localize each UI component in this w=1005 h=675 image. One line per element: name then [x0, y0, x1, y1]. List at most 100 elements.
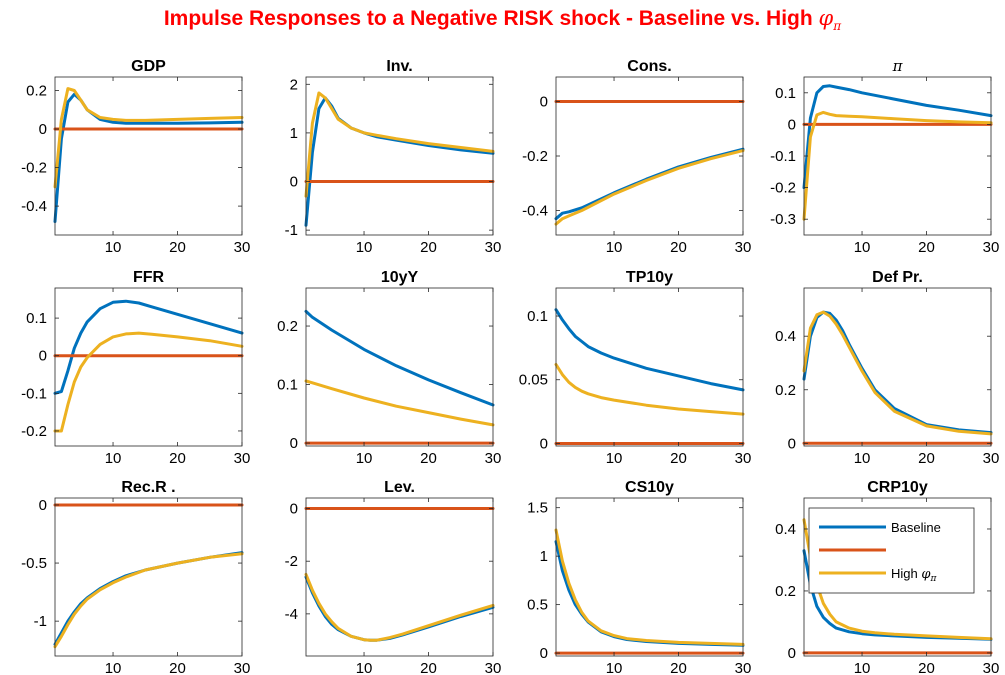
plot-area — [55, 288, 242, 446]
x-tick-label: 30 — [735, 450, 752, 467]
panel-title: 10yY — [381, 269, 419, 286]
figure-title-text: Impulse Responses to a Negative RISK sho… — [163, 7, 813, 30]
high-phi-line — [554, 149, 745, 226]
x-tick-label: 10 — [356, 239, 373, 256]
high-phi-line — [304, 379, 495, 427]
y-tick-label: 0.2 — [277, 318, 298, 335]
y-tick-label: 0.4 — [775, 328, 796, 345]
y-tick-label: 0 — [39, 121, 47, 138]
y-tick-label: 0 — [290, 435, 298, 452]
plot-area — [556, 498, 743, 656]
panel-crp10y: CRP10y 10 20 30 0 0.2 0.4 Baseline High φπ — [775, 479, 999, 675]
x-tick-label: 30 — [234, 660, 251, 675]
phi-symbol: φ — [818, 6, 834, 30]
high-phi-line — [802, 110, 993, 221]
x-tick-label: 20 — [420, 660, 437, 675]
panel-ffr: FFR 10 20 30 -0.2 -0.1 0 0.1 — [21, 269, 250, 467]
plot-area — [804, 288, 991, 446]
y-tick-label: 2 — [290, 76, 298, 93]
y-tick-label: -0.2 — [770, 180, 796, 197]
axes-box — [555, 497, 744, 657]
panel-pi: π 10 20 30 -0.3 -0.2 -0.1 0 0.1 — [770, 57, 999, 256]
panel-title: FFR — [133, 269, 165, 286]
y-tick-label: 0.5 — [527, 597, 548, 614]
y-tick-label: 0.2 — [775, 583, 796, 600]
y-tick-label: -0.4 — [522, 202, 548, 219]
baseline-line — [304, 309, 495, 407]
x-tick-label: 10 — [356, 660, 373, 675]
x-tick-label: 20 — [918, 239, 935, 256]
x-tick-label: 30 — [234, 239, 251, 256]
x-tick-label: 20 — [918, 450, 935, 467]
y-tick-label: -0.4 — [21, 198, 47, 215]
x-tick-label: 10 — [356, 450, 373, 467]
y-tick-label: -0.1 — [21, 385, 47, 402]
x-tick-label: 30 — [735, 239, 752, 256]
panel-def-pr: Def Pr. 10 20 30 0 0.2 0.4 — [775, 269, 999, 467]
high-phi-line — [53, 331, 244, 433]
y-tick-label: 0 — [540, 645, 548, 662]
x-tick-label: 20 — [169, 450, 186, 467]
x-tick-label: 30 — [485, 660, 502, 675]
high-phi-line — [53, 552, 244, 649]
plot-area — [306, 498, 493, 656]
legend-label: Baseline — [891, 520, 941, 535]
panel-title: Cons. — [627, 58, 671, 75]
legend-label: High φπ — [891, 566, 937, 584]
y-tick-label: 0 — [788, 116, 796, 133]
x-tick-label: 20 — [169, 660, 186, 675]
panel-title: Def Pr. — [872, 269, 923, 286]
panel-tp10y: TP10y 10 20 30 0 0.05 0.1 — [519, 269, 752, 467]
high-phi-line — [304, 91, 495, 198]
panel-inv: Inv. 10 20 30 -1 0 1 2 — [285, 58, 502, 256]
axes-box — [555, 287, 744, 447]
y-tick-label: 0.1 — [277, 377, 298, 394]
y-tick-label: 0 — [39, 348, 47, 365]
baseline-line — [554, 308, 745, 392]
y-tick-label: -0.3 — [770, 211, 796, 228]
x-tick-label: 20 — [420, 450, 437, 467]
x-tick-label: 20 — [169, 239, 186, 256]
panel-title: Lev. — [384, 479, 415, 496]
plot-area — [804, 77, 991, 235]
legend: Baseline High φπ — [808, 507, 975, 594]
x-tick-label: 20 — [670, 239, 687, 256]
x-tick-label: 10 — [854, 239, 871, 256]
y-tick-label: 1 — [540, 548, 548, 565]
y-tick-label: -0.2 — [522, 148, 548, 165]
x-tick-label: 30 — [485, 450, 502, 467]
y-tick-label: 0 — [540, 435, 548, 452]
baseline-line — [53, 299, 244, 395]
y-tick-label: -0.1 — [770, 148, 796, 165]
high-phi-line — [53, 87, 244, 189]
x-tick-label: 20 — [670, 450, 687, 467]
y-tick-label: 1.5 — [527, 500, 548, 517]
high-phi-line — [554, 363, 745, 416]
high-phi-line — [554, 528, 745, 646]
panel-title: CS10y — [625, 479, 674, 496]
panel-title: Inv. — [386, 58, 412, 75]
x-tick-label: 30 — [983, 450, 1000, 467]
y-tick-label: 0.1 — [775, 85, 796, 102]
y-tick-label: 0.2 — [775, 382, 796, 399]
panel-rec-r: Rec.R . 10 20 30 -1 -0.5 0 — [21, 479, 250, 675]
x-tick-label: 30 — [735, 660, 752, 675]
x-tick-label: 10 — [606, 660, 623, 675]
x-tick-label: 10 — [105, 239, 122, 256]
figure-title: Impulse Responses to a Negative RISK sho… — [0, 6, 1005, 33]
pi-subscript: π — [833, 19, 842, 34]
baseline-line — [802, 84, 993, 190]
y-tick-label: -4 — [285, 606, 298, 623]
y-tick-label: 0 — [540, 94, 548, 111]
panel-title: GDP — [131, 58, 166, 75]
y-tick-label: -2 — [285, 553, 298, 570]
y-tick-label: 0.1 — [26, 310, 47, 327]
x-tick-label: 30 — [983, 660, 1000, 675]
high-phi-line — [304, 572, 495, 642]
axes-box — [305, 76, 494, 236]
x-tick-label: 30 — [983, 239, 1000, 256]
axes-box — [803, 497, 992, 657]
axes-box — [803, 287, 992, 447]
axes-box — [54, 287, 243, 447]
